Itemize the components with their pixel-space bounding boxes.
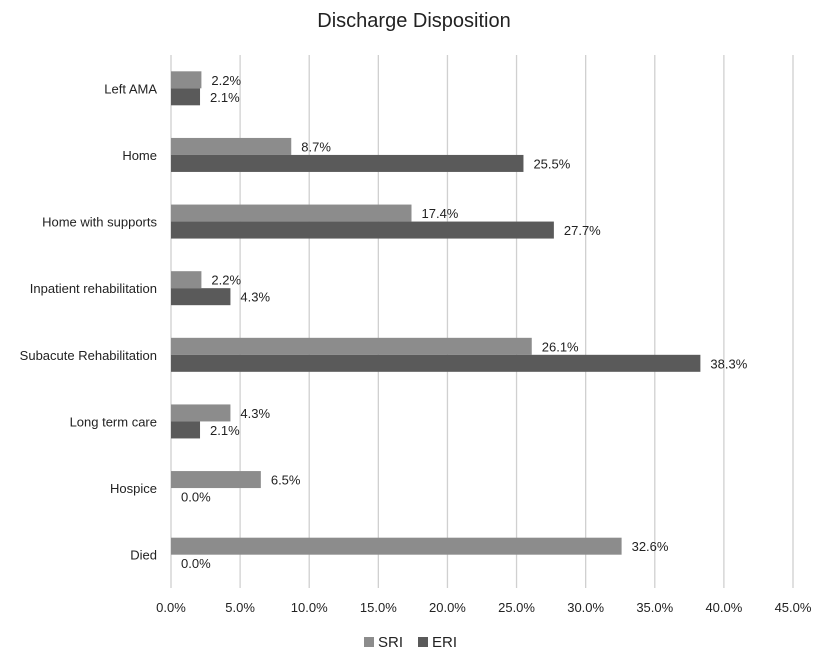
x-axis-ticks: 0.0% 5.0% 10.0% 15.0% 20.0% 25.0% 30.0% 35.0% 40… (156, 600, 812, 615)
x-tick-label: 15.0% (360, 600, 397, 615)
bar-sri (171, 337, 532, 355)
x-tick-label: 0.0% (156, 600, 186, 615)
x-tick-label: 45.0% (775, 600, 812, 615)
data-label: 2.2% (211, 273, 241, 288)
bar-sri (171, 204, 412, 222)
data-label: 38.3% (710, 356, 747, 371)
category-label: Long term care (70, 414, 157, 429)
gridlines (170, 55, 794, 588)
bar-sri (171, 71, 202, 89)
data-label: 26.1% (542, 339, 579, 354)
legend-swatch-eri (418, 637, 428, 647)
category-label: Hospice (110, 481, 157, 496)
legend-label-eri: ERI (432, 634, 457, 651)
legend-swatch-sri (364, 637, 374, 647)
category-label: Home with supports (42, 215, 157, 230)
data-label: 25.5% (533, 156, 570, 171)
data-label: 4.3% (240, 290, 270, 305)
legend-label-sri: SRI (378, 634, 403, 651)
x-tick-label: 20.0% (429, 600, 466, 615)
x-tick-label: 25.0% (498, 600, 535, 615)
bar-eri (171, 154, 524, 172)
category-labels: Left AMA Home Home with supports Inpatient … (20, 81, 158, 562)
x-tick-label: 40.0% (705, 600, 742, 615)
bar-eri (171, 421, 201, 439)
category-label: Left AMA (104, 81, 157, 96)
data-label: 27.7% (564, 223, 601, 238)
bar-sri (171, 537, 622, 555)
data-label: 0.0% (181, 556, 211, 571)
data-label: 17.4% (422, 206, 459, 221)
category-label: Inpatient rehabilitation (30, 281, 157, 296)
bar-eri (171, 354, 701, 372)
category-label: Died (130, 548, 157, 563)
data-label: 0.0% (181, 490, 211, 505)
category-label: Subacute Rehabilitation (20, 348, 157, 363)
data-label: 2.1% (210, 423, 240, 438)
chart-title: Discharge Disposition (317, 10, 510, 32)
bar-sri (171, 271, 202, 289)
data-label: 4.3% (240, 406, 270, 421)
bar-sri (171, 471, 261, 489)
x-tick-label: 10.0% (291, 600, 328, 615)
data-label: 8.7% (301, 139, 331, 154)
bars (171, 71, 701, 555)
data-labels: 2.2% 2.1% 8.7% 25.5% 17.4% 27.7% 2.2% 4.3% 26.1%… (181, 73, 748, 571)
x-tick-label: 5.0% (225, 600, 255, 615)
category-label: Home (122, 148, 157, 163)
bar-eri (171, 288, 231, 306)
bar-eri (171, 88, 201, 106)
x-tick-label: 30.0% (567, 600, 604, 615)
x-tick-label: 35.0% (636, 600, 673, 615)
bar-sri (171, 137, 292, 155)
bar-sri (171, 404, 231, 422)
data-label: 2.1% (210, 90, 240, 105)
legend: SRI ERI (364, 634, 457, 651)
data-label: 6.5% (271, 473, 301, 488)
bar-eri (171, 221, 554, 239)
data-label: 2.2% (211, 73, 241, 88)
data-label: 32.6% (632, 539, 669, 554)
